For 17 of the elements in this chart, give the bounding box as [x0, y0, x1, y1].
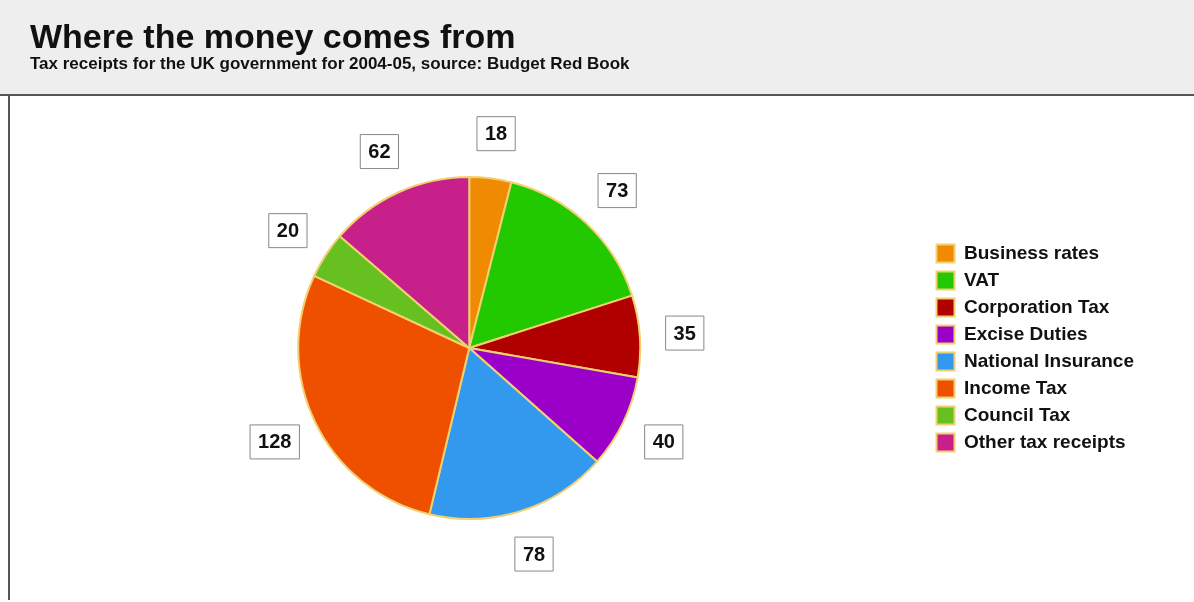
legend-label: Income Tax	[964, 376, 1068, 398]
legend-label: Excise Duties	[964, 322, 1088, 344]
data-label: 73	[606, 179, 629, 202]
data-label: 18	[484, 122, 508, 145]
chart-subtitle: Tax receipts for the UK government for 2004-05, source: Budget Red Book	[30, 54, 631, 74]
data-label: 78	[522, 542, 546, 565]
data-label: 20	[276, 219, 300, 242]
legend-label: VAT	[964, 268, 1000, 290]
data-label: 40	[652, 430, 675, 453]
data-label: 128	[258, 430, 292, 453]
legend-label: Corporation Tax	[964, 295, 1110, 317]
legend-label: Council Tax	[964, 403, 1071, 425]
data-label: 62	[368, 140, 391, 163]
legend-label: National Insurance	[964, 349, 1135, 371]
legend-label: Business rates	[964, 241, 1100, 263]
data-label: 35	[673, 321, 696, 344]
legend-label: Other tax receipts	[964, 430, 1126, 452]
